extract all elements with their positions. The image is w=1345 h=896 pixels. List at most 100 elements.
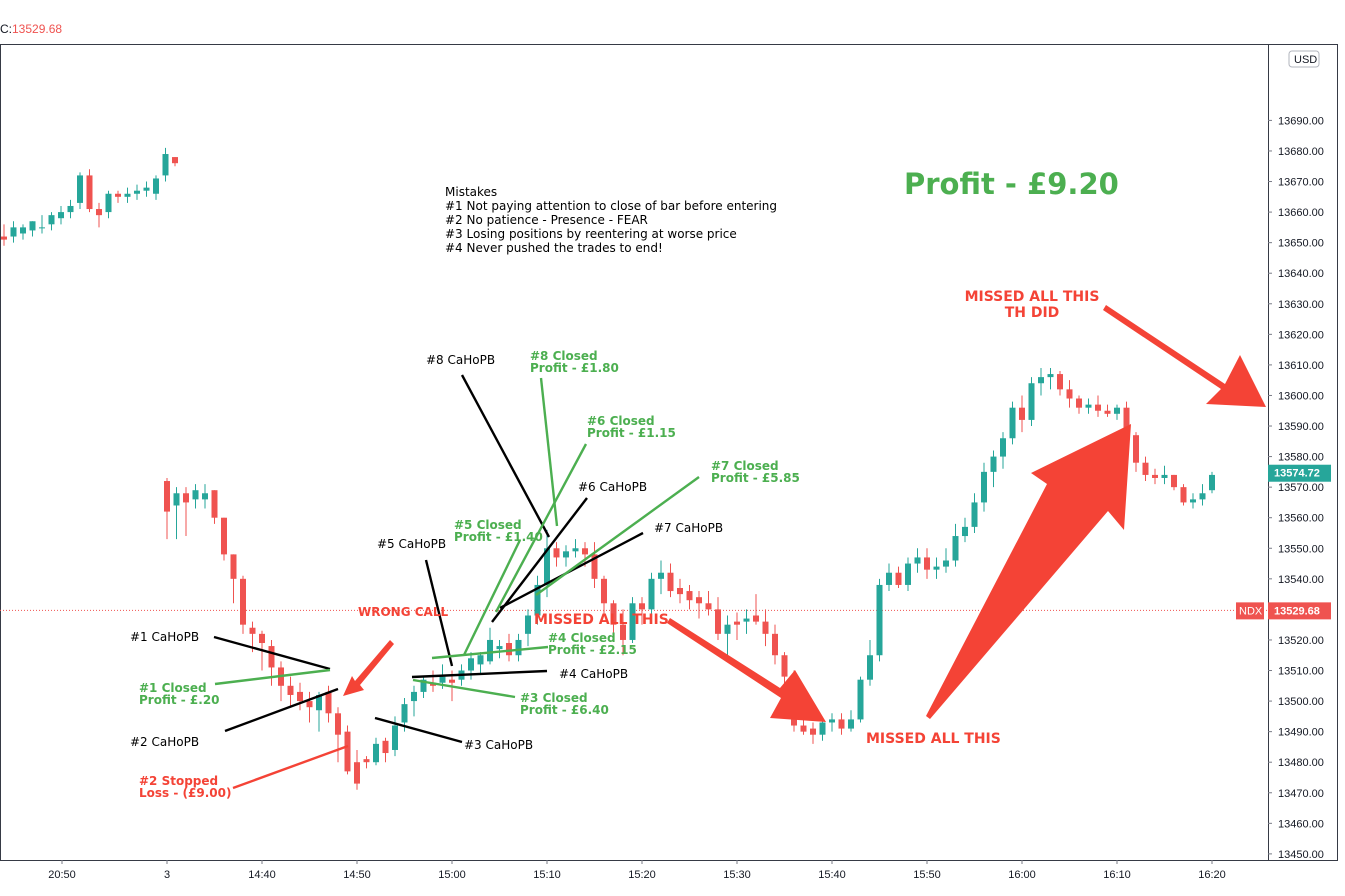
day2-candle: [677, 588, 683, 595]
annotation-layer: Mistakes#1 Not paying attention to close…: [130, 167, 1266, 800]
price-tick-label: 13490.00: [1278, 727, 1324, 739]
entry-label-7: #7 CaHoPB: [654, 521, 723, 535]
exit-2-line: [232, 744, 349, 790]
last-price-badge-box: [1268, 464, 1331, 482]
day2-candle: [1199, 493, 1206, 500]
day2-candle: [867, 655, 873, 680]
day2-candle: [601, 578, 607, 604]
day2-candle: [325, 691, 332, 714]
day2-candle: [268, 646, 275, 668]
day2-candle: [1085, 404, 1092, 408]
price-tick-label: 13510.00: [1278, 666, 1324, 678]
day2-candle: [230, 554, 237, 579]
price-tick-label: 13520.00: [1278, 635, 1324, 647]
day2-candle: [971, 502, 978, 527]
wrong-call-arrow: [343, 640, 394, 696]
price-axis[interactable]: 13450.00 13460.00 13470.00 13480.00 13490.00…: [1236, 50, 1331, 861]
exit-label-8: #8 Closed: [530, 349, 598, 363]
day2-candle: [1142, 462, 1149, 475]
day2-candle: [914, 557, 921, 564]
day2-candle: [952, 536, 959, 561]
time-tick-label: 15:30: [723, 869, 751, 881]
day2-candle: [1104, 410, 1111, 414]
day2-candle: [1000, 438, 1006, 457]
day2-candle: [857, 679, 864, 720]
entry-4-line: [411, 669, 548, 679]
price-tick-label: 13570.00: [1278, 482, 1324, 494]
day1-candle: [134, 190, 140, 194]
entry-5-line: [424, 559, 454, 667]
day2-candle: [886, 572, 892, 585]
price-tick-label: 13660.00: [1278, 207, 1324, 219]
day2-candle: [734, 621, 740, 625]
day1-candle: [124, 193, 131, 197]
day2-candle: [335, 713, 341, 735]
day2-candle: [1028, 383, 1035, 420]
exit-label-2: #2 Stopped: [139, 774, 218, 788]
day2-candle: [686, 591, 693, 601]
day2-candle: [981, 471, 987, 503]
day2-candle: [477, 655, 484, 665]
day2-candle: [249, 627, 256, 634]
missed-label-top-2: TH DID: [1005, 305, 1060, 321]
mistakes-line: #4 Never pushed the trades to end!: [445, 241, 663, 255]
price-tick-label: 13540.00: [1278, 574, 1324, 586]
day1-candle: [115, 193, 121, 197]
missed-arrow-right: [1103, 305, 1266, 407]
day2-candle: [800, 725, 807, 732]
day2-candle: [781, 655, 788, 677]
ndx-price-badge-box: [1268, 602, 1331, 620]
exit-8-line: [539, 377, 559, 527]
exit-3-line: [412, 678, 516, 699]
time-tick-label: 16:00: [1008, 869, 1036, 881]
day2-candle: [468, 658, 474, 671]
mistakes-line: #1 Not paying attention to close of bar …: [445, 199, 777, 213]
exit-label-6: #6 Closed: [587, 414, 655, 428]
day2-candle: [905, 563, 911, 585]
time-tick-label: 15:10: [533, 869, 561, 881]
exit-label-5: #5 Closed: [454, 518, 522, 532]
day2-candle: [620, 624, 626, 640]
exit-label-3: #3 Closed: [520, 691, 588, 705]
day2-candle: [164, 481, 170, 512]
day2-candle: [933, 566, 940, 570]
day2-candle: [639, 603, 645, 610]
day2-candle: [1066, 389, 1073, 399]
missed-label-mid: MISSED ALL THIS: [534, 612, 669, 628]
exit-5-line: [462, 539, 522, 656]
day2-candle: [572, 548, 579, 552]
exit-label-6: Profit - £1.15: [587, 426, 676, 440]
day2-candle: [420, 679, 427, 692]
time-tick-label: 16:10: [1103, 869, 1131, 881]
entry-1-line: [213, 635, 331, 671]
day2-candle: [610, 603, 617, 625]
day2-candle: [183, 493, 189, 503]
day1-candle: [153, 178, 159, 194]
day2-candle: [534, 584, 541, 616]
day2-candle: [943, 560, 949, 567]
day2-candle: [1095, 404, 1101, 411]
time-axis[interactable]: 20:50 3 14:40 14:50 15:00 15:10 15:20 15:30 15:4…: [48, 860, 1226, 881]
ohlc-close-value: 13529.68: [12, 22, 63, 36]
day2-candle: [297, 691, 303, 702]
price-tick-label: 13590.00: [1278, 421, 1324, 433]
last-price-badge: 13574.72: [1274, 468, 1320, 480]
day2-candle: [629, 603, 636, 640]
day2-candle: [591, 554, 598, 579]
day1-candle: [77, 175, 83, 203]
price-tick-label: 13680.00: [1278, 146, 1324, 158]
price-tick-label: 13560.00: [1278, 513, 1324, 525]
entry-3-line: [374, 716, 463, 744]
day2-candle: [1152, 474, 1158, 478]
price-tick-label: 13690.00: [1278, 115, 1324, 127]
day2-candle: [496, 646, 503, 650]
day2-candle: [838, 719, 845, 729]
day2-candle: [439, 676, 446, 683]
chart-border: [0, 44, 1338, 861]
price-tick-label: 13600.00: [1278, 390, 1324, 402]
entry-8-line: [460, 374, 551, 538]
ndx-symbol-badge: NDX: [1239, 605, 1263, 617]
day2-candle: [1171, 474, 1177, 488]
price-tick-label: 13450.00: [1278, 849, 1324, 861]
